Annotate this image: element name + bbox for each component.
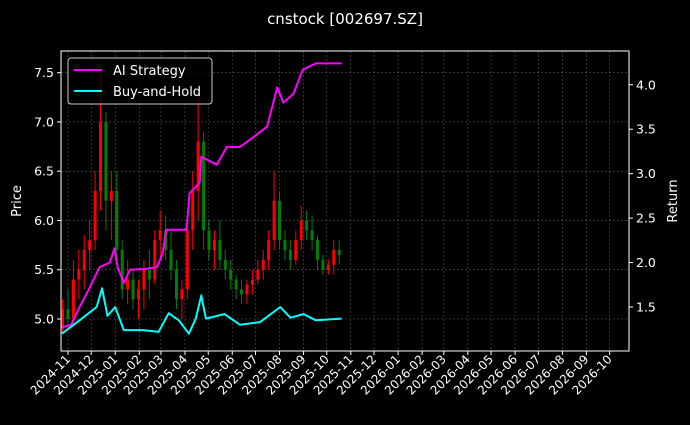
legend-label-strategy: AI Strategy [113, 64, 186, 79]
y-axis-label: Price [10, 185, 25, 217]
candle-body [229, 269, 233, 280]
candle-body [136, 289, 140, 300]
candle-body [223, 259, 227, 270]
candle-body [153, 240, 157, 280]
candle-body [305, 220, 309, 231]
candle-body [66, 309, 70, 319]
candle-body [332, 250, 336, 265]
y2-axis-label: Return [666, 179, 681, 222]
candle-body [88, 240, 92, 251]
candle-body [245, 284, 249, 295]
x-axis: 2024-112024-122025-012025-022025-032025-… [28, 351, 615, 398]
y2-tick-label: 1.5 [636, 300, 656, 315]
candle-body [120, 250, 124, 290]
y-tick-label: 5.0 [34, 311, 54, 326]
candle-body [315, 240, 319, 260]
candle-body [326, 264, 330, 270]
candle-body [196, 141, 200, 191]
candle-body [267, 240, 271, 260]
candle-body [256, 269, 260, 280]
candle-body [299, 220, 303, 241]
y2-tick-label: 4.0 [636, 77, 656, 92]
candle-body [202, 141, 206, 231]
candle-body [158, 230, 162, 241]
y-axis-left: 5.0 5.5 6.0 6.5 7.0 7.5 [34, 65, 61, 326]
candle-body [310, 230, 314, 241]
y2-tick-label: 3.5 [636, 122, 656, 137]
candle-body [126, 279, 130, 290]
return-lines [61, 62, 342, 335]
y-tick-label: 7.0 [34, 114, 54, 129]
plot-frame [60, 50, 630, 352]
candle-body [321, 259, 325, 270]
candle-body [185, 230, 189, 290]
candle-body [77, 269, 81, 280]
candle-body [191, 190, 195, 231]
chart-title: cnstock [002697.SZ] [267, 10, 423, 28]
candle-body [272, 200, 276, 241]
candle-body [218, 240, 222, 260]
y-tick-label: 6.0 [34, 213, 54, 228]
candle-body [212, 240, 216, 251]
candle-body [169, 250, 173, 270]
legend-label-buy-hold: Buy-and-Hold [113, 85, 201, 100]
candle-body [142, 269, 146, 290]
buy-hold-line [61, 287, 342, 335]
y2-tick-label: 2.5 [636, 211, 656, 226]
ai-strategy-line [61, 62, 342, 329]
candle-body [115, 190, 119, 251]
candle-body [240, 289, 244, 295]
candle-body [99, 121, 103, 191]
candle-body [61, 309, 65, 329]
legend: AI Strategy Buy-and-Hold [67, 57, 213, 105]
candle-body [234, 279, 238, 290]
y-tick-label: 7.5 [34, 65, 54, 80]
y-tick-label: 6.5 [34, 164, 54, 179]
candle-body [250, 279, 254, 285]
legend-box [67, 57, 213, 105]
candle-body [294, 240, 298, 260]
candle-body [174, 269, 178, 300]
candle-body [261, 259, 265, 270]
candle-body [109, 190, 113, 201]
candle-body [147, 269, 151, 280]
y-axis-right: 1.5 2.0 2.5 3.0 3.5 4.0 [629, 77, 656, 315]
candle-body [82, 250, 86, 270]
candle-body [180, 289, 184, 300]
candle-body [278, 200, 282, 241]
y2-tick-label: 3.0 [636, 166, 656, 181]
candle-body [104, 121, 108, 201]
candle-body [131, 279, 135, 300]
candle-body [71, 279, 75, 319]
candle-body [283, 240, 287, 251]
candle-body [207, 230, 211, 251]
candle-body [93, 190, 97, 241]
candle-body [337, 250, 341, 255]
price-candles [61, 72, 341, 334]
y2-tick-label: 2.0 [636, 255, 656, 270]
y-tick-label: 5.5 [34, 262, 54, 277]
candle-body [288, 250, 292, 260]
